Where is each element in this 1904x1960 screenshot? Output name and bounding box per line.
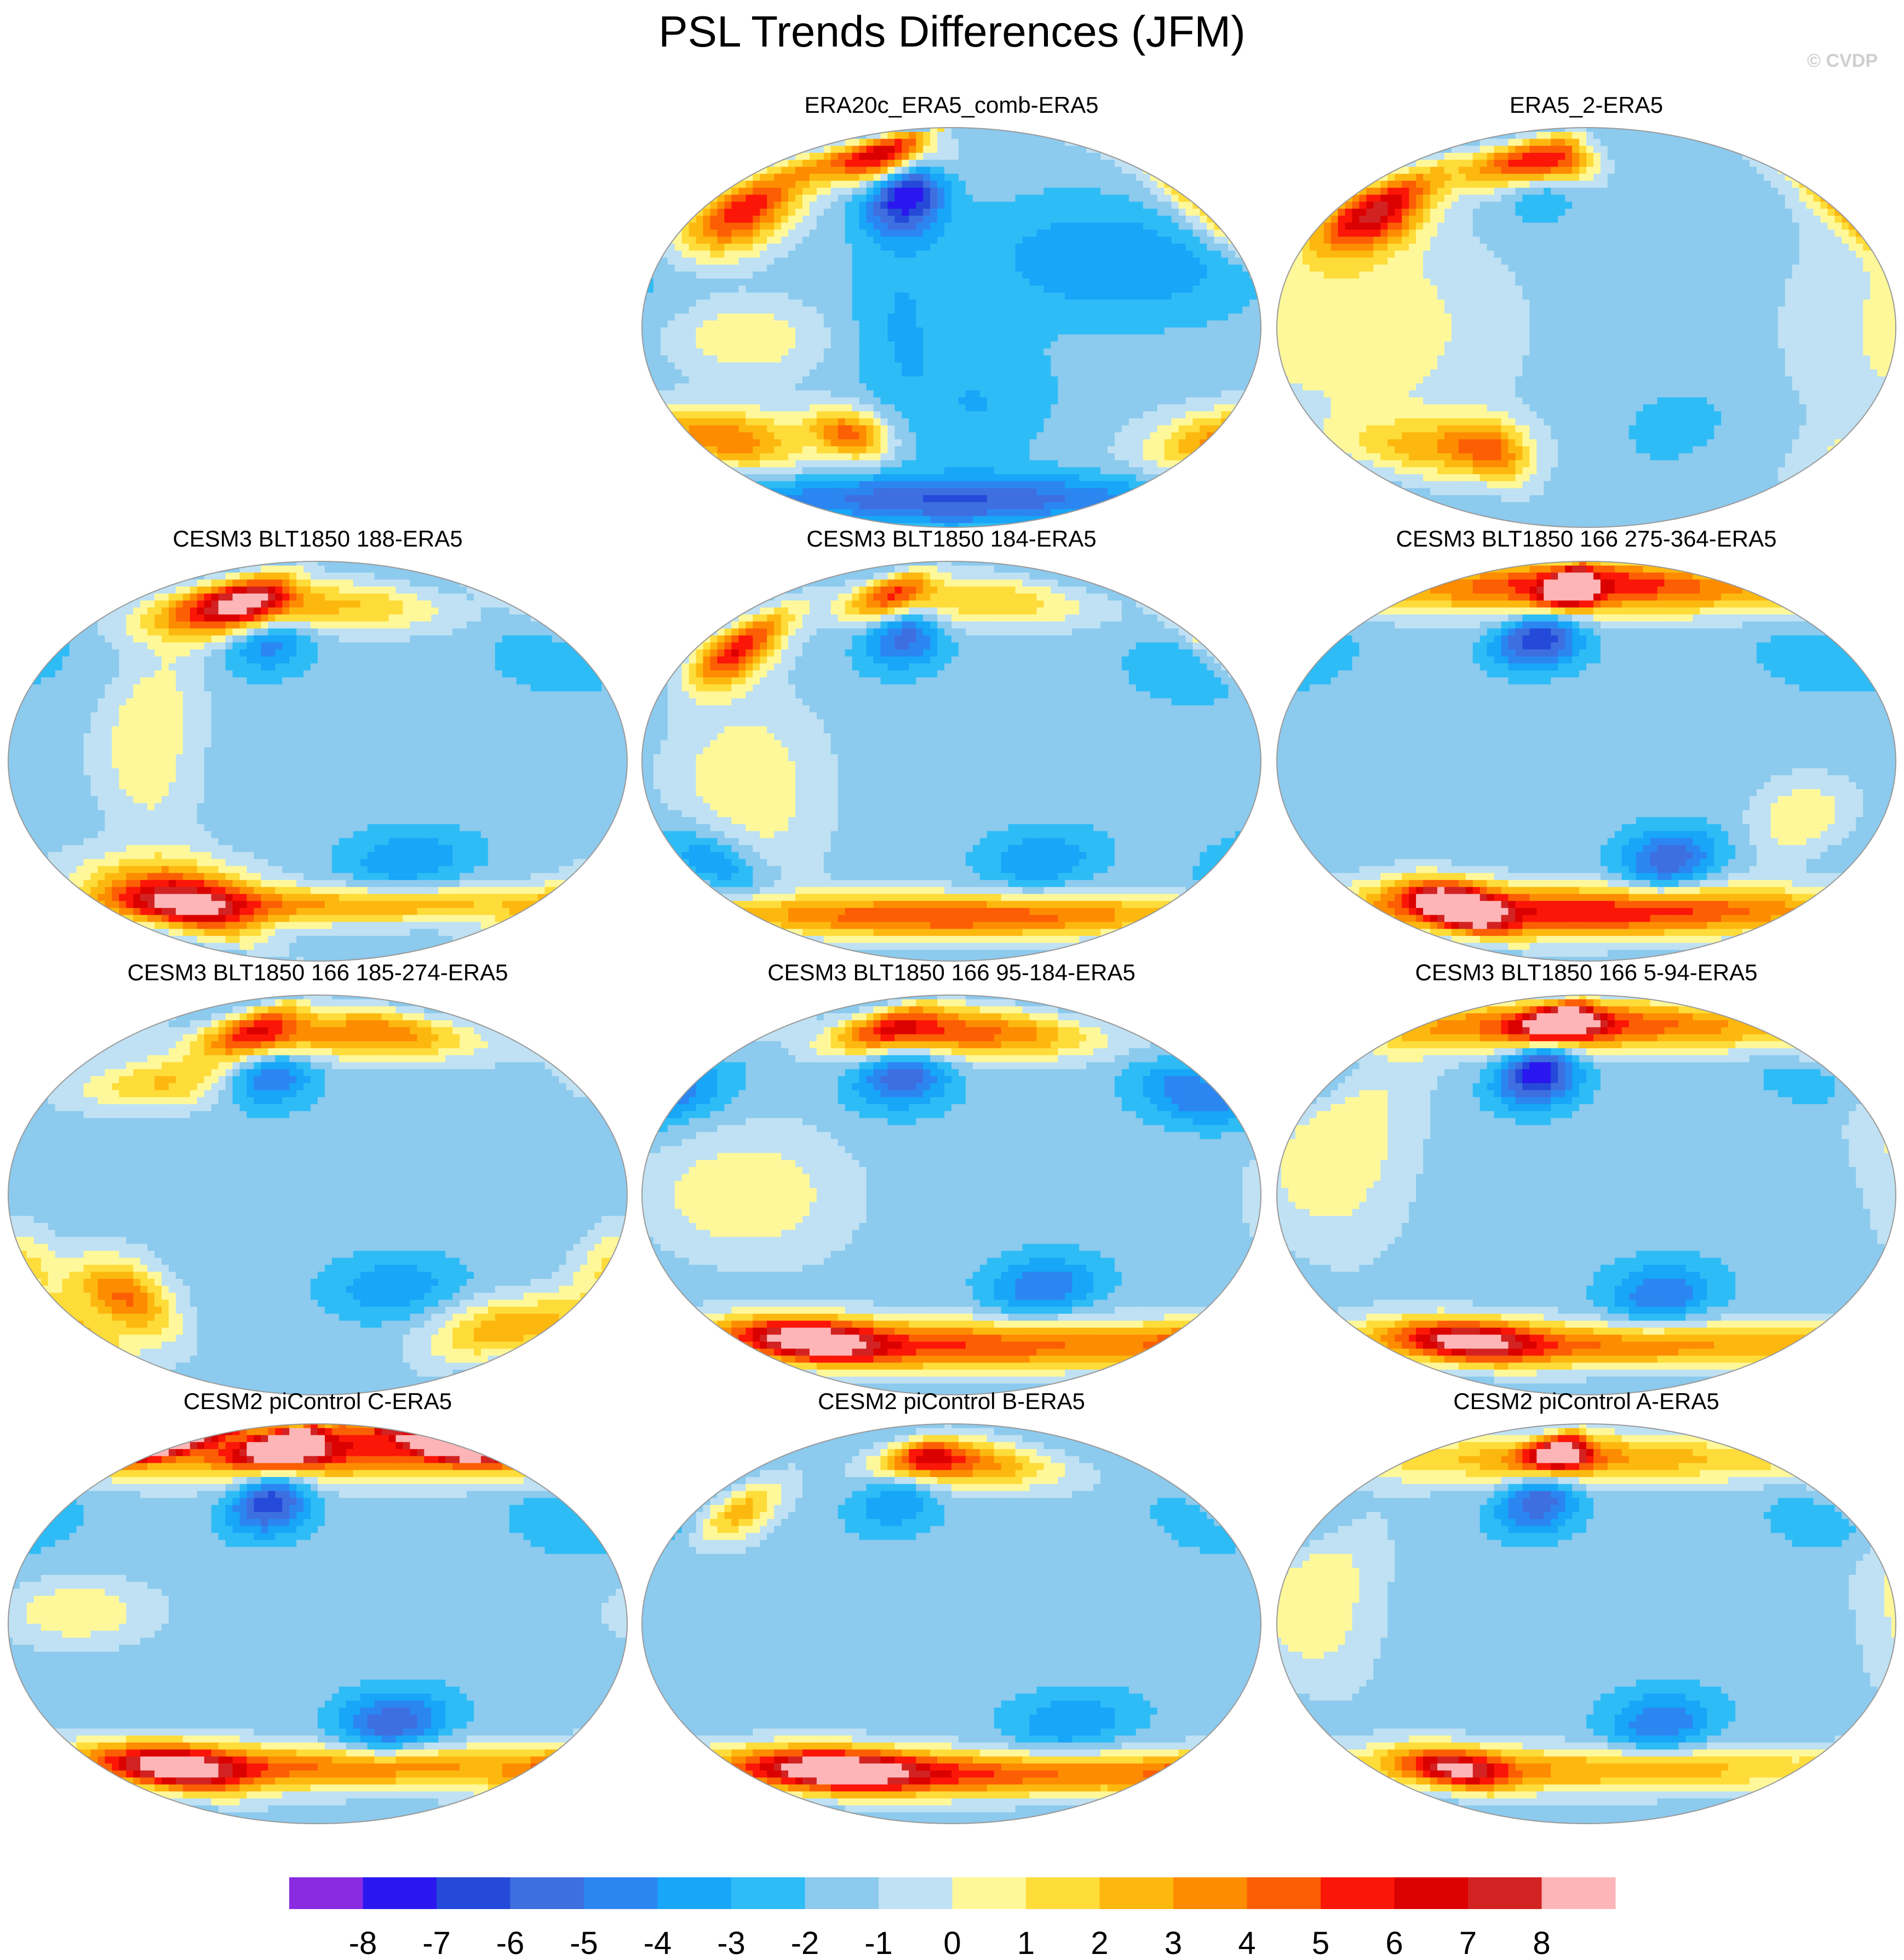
map-outline xyxy=(641,1423,1261,1824)
colorbar-swatch xyxy=(289,1877,363,1909)
map-outline xyxy=(1276,561,1896,962)
colorbar-swatch xyxy=(1468,1877,1542,1909)
colorbar-tick-label: 8 xyxy=(1533,1925,1550,1960)
colorbar-swatch xyxy=(1247,1877,1321,1909)
colorbar-tick-label: 7 xyxy=(1459,1925,1477,1960)
panel-title: CESM3 BLT1850 188-ERA5 xyxy=(0,526,635,552)
colorbar-swatch xyxy=(1026,1877,1100,1909)
map-outline xyxy=(1276,127,1896,528)
panel-title: CESM3 BLT1850 166 275-364-ERA5 xyxy=(1269,526,1904,552)
panel-title: ERA20c_ERA5_comb-ERA5 xyxy=(634,92,1269,118)
panel-blt188: CESM3 BLT1850 188-ERA5 xyxy=(0,526,635,962)
colorbar-tick-label: -3 xyxy=(717,1925,745,1960)
panel-era5-2: ERA5_2-ERA5 xyxy=(1269,92,1904,528)
colorbar-swatch xyxy=(510,1877,584,1909)
colorbar-tick-label: 5 xyxy=(1312,1925,1329,1960)
map-outline xyxy=(8,561,628,962)
figure-title: PSL Trends Differences (JFM) xyxy=(0,7,1904,57)
colorbar-tick-label: -5 xyxy=(570,1925,598,1960)
colorbar-tick-label: -7 xyxy=(422,1925,451,1960)
colorbar-swatch xyxy=(1099,1877,1174,1909)
panel-blt166-275: CESM3 BLT1850 166 275-364-ERA5 xyxy=(1269,526,1904,962)
panel-cesm2-c: CESM2 piControl C-ERA5 xyxy=(0,1388,635,1824)
map-blt184 xyxy=(641,561,1261,962)
colorbar-swatch xyxy=(1541,1877,1616,1909)
colorbar-tick-label: 4 xyxy=(1238,1925,1255,1960)
colorbar-tick-label: -8 xyxy=(349,1925,377,1960)
colorbar-tick-label: -2 xyxy=(791,1925,819,1960)
colorbar-swatch xyxy=(584,1877,658,1909)
panel-title: CESM2 piControl A-ERA5 xyxy=(1269,1388,1904,1415)
panel-title: CESM2 piControl C-ERA5 xyxy=(0,1388,635,1415)
map-era20c xyxy=(641,127,1261,528)
colorbar-tick-label: 6 xyxy=(1385,1925,1403,1960)
colorbar-tick-label: 0 xyxy=(943,1925,961,1960)
map-blt166-275 xyxy=(1276,561,1896,962)
map-cesm2-b xyxy=(641,1423,1261,1824)
panel-title: CESM2 piControl B-ERA5 xyxy=(634,1388,1269,1415)
panel-title: CESM3 BLT1850 166 95-184-ERA5 xyxy=(634,959,1269,986)
colorbar-swatch xyxy=(731,1877,805,1909)
colorbar-swatch xyxy=(1321,1877,1395,1909)
map-outline xyxy=(8,1423,628,1824)
map-outline xyxy=(641,561,1261,962)
panel-title: CESM3 BLT1850 166 185-274-ERA5 xyxy=(0,959,635,986)
panel-blt166-185: CESM3 BLT1850 166 185-274-ERA5 xyxy=(0,959,635,1395)
panel-blt184: CESM3 BLT1850 184-ERA5 xyxy=(634,526,1269,962)
panel-cesm2-a: CESM2 piControl A-ERA5 xyxy=(1269,1388,1904,1824)
panel-title: CESM3 BLT1850 184-ERA5 xyxy=(634,526,1269,552)
map-outline xyxy=(641,995,1261,1395)
colorbar-swatch xyxy=(363,1877,437,1909)
map-outline xyxy=(1276,1423,1896,1824)
panel-title: CESM3 BLT1850 166 5-94-ERA5 xyxy=(1269,959,1904,986)
panel-blt166-5: CESM3 BLT1850 166 5-94-ERA5 xyxy=(1269,959,1904,1395)
panel-era20c: ERA20c_ERA5_comb-ERA5 xyxy=(634,92,1269,528)
map-blt188 xyxy=(8,561,628,962)
panel-blt166-95: CESM3 BLT1850 166 95-184-ERA5 xyxy=(634,959,1269,1395)
colorbar-swatch xyxy=(805,1877,879,1909)
map-outline xyxy=(1276,995,1896,1395)
panel-title: ERA5_2-ERA5 xyxy=(1269,92,1904,118)
map-cesm2-c xyxy=(8,1423,628,1824)
panel-cesm2-b: CESM2 piControl B-ERA5 xyxy=(634,1388,1269,1824)
colorbar-swatch xyxy=(1173,1877,1247,1909)
colorbar-tick-label: -6 xyxy=(496,1925,525,1960)
map-blt166-185 xyxy=(8,995,628,1395)
colorbar-tick-label: 1 xyxy=(1017,1925,1035,1960)
colorbar-swatch xyxy=(952,1877,1026,1909)
map-outline xyxy=(641,127,1261,528)
colorbar-tick-label: -4 xyxy=(644,1925,672,1960)
map-outline xyxy=(8,995,628,1395)
map-cesm2-a xyxy=(1276,1423,1896,1824)
colorbar-tick-label: 3 xyxy=(1165,1925,1182,1960)
colorbar-swatch xyxy=(437,1877,511,1909)
copyright-label: © CVDP xyxy=(1807,50,1878,72)
colorbar-swatch xyxy=(879,1877,953,1909)
colorbar-swatch xyxy=(1394,1877,1469,1909)
map-blt166-95 xyxy=(641,995,1261,1395)
map-era5-2 xyxy=(1276,127,1896,528)
map-blt166-5 xyxy=(1276,995,1896,1395)
colorbar-tick-label: 2 xyxy=(1091,1925,1108,1960)
colorbar-tick-label: -1 xyxy=(864,1925,893,1960)
colorbar-swatch xyxy=(657,1877,732,1909)
